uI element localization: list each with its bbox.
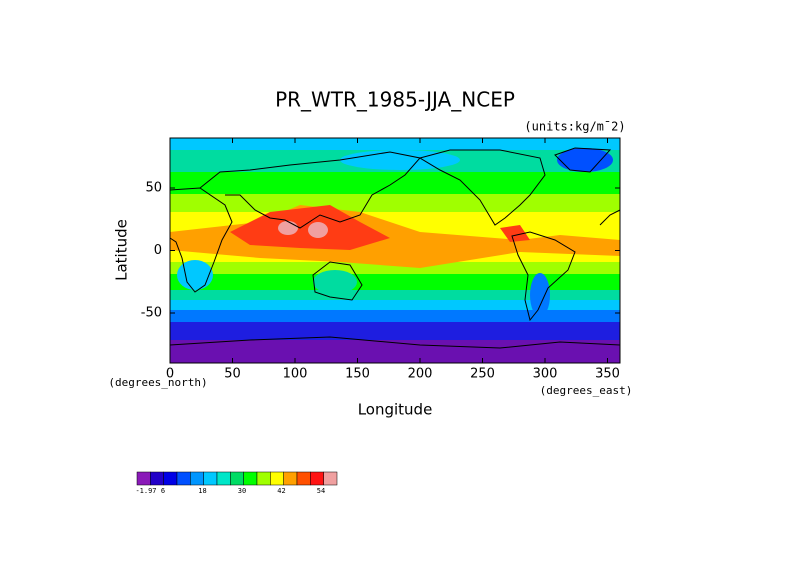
colorbar-label: -1.97 (135, 487, 156, 495)
colorbar-box (216, 471, 231, 486)
map-field (170, 138, 620, 363)
colorbar-label: 42 (277, 487, 285, 495)
colorbar-box (203, 471, 218, 486)
x-tick-label: 200 (408, 367, 433, 382)
y-tick-label: 50 (145, 181, 162, 196)
colorbar-box (150, 471, 164, 486)
colorbar-box (230, 471, 244, 486)
x-tick-label: 350 (595, 367, 620, 382)
y-tick-label: 0 (154, 243, 162, 258)
y-tick-label: -50 (141, 306, 162, 321)
colorbar-label: 54 (317, 487, 325, 495)
colorbar-box (283, 471, 298, 486)
x-unit: (degrees_east) (540, 384, 633, 397)
x-tick-label: 300 (533, 367, 558, 382)
colorbar-box (296, 471, 311, 486)
y-unit: (degrees_north) (108, 376, 207, 389)
colorbar-box (163, 471, 178, 486)
x-tick-label: 50 (224, 367, 241, 382)
colorbar-box (243, 471, 258, 486)
colorbar-box (136, 471, 151, 486)
colorbar-box (256, 471, 271, 486)
x-tick-label: 150 (345, 367, 370, 382)
y-axis-label: Latitude (113, 219, 131, 281)
coastlines (169, 147, 621, 349)
colorbar-box (190, 471, 204, 486)
colorbar-label: 6 (161, 487, 165, 495)
colorbar-box (270, 471, 284, 486)
x-tick-label: 250 (470, 367, 495, 382)
x-tick-label: 100 (283, 367, 308, 382)
colorbar-label: 18 (198, 487, 206, 495)
x-axis-label: Longitude (358, 401, 433, 419)
units: (units:kg/m¯2) (524, 120, 625, 134)
colorbar-label: 30 (238, 487, 246, 495)
colorbar-box (176, 471, 191, 486)
title: PR_WTR_1985-JJA_NCEP (275, 88, 515, 112)
colorbar-box (323, 471, 338, 486)
x-tick-label: 0 (166, 367, 174, 382)
colorbar-box (310, 471, 324, 486)
